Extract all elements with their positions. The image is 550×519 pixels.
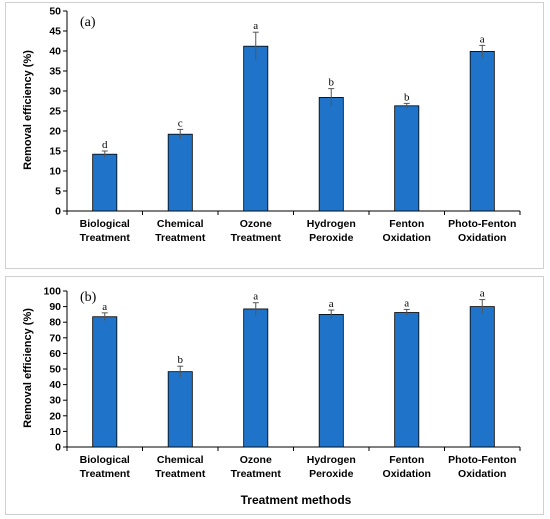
panel-a-significance-letter: b: [404, 91, 410, 103]
panel-b-frame: [5, 276, 544, 515]
panel-a-category-label-line: Fenton: [389, 218, 424, 230]
panel-b-category-label-line: Hydrogen: [307, 454, 356, 466]
panel-a-category-label-line: Biological: [80, 218, 130, 230]
panel-a-y-tick-label: 10: [49, 166, 61, 178]
panel-b-significance-letter: a: [102, 301, 107, 313]
panel-a-y-tick-label: 0: [55, 206, 61, 218]
panel-b-y-tick-label: 10: [49, 426, 61, 438]
panel-a-y-tick-label: 50: [49, 6, 61, 18]
panel-a-category-label-line: Treatment: [80, 232, 131, 244]
x-axis-title: Treatment methods: [241, 493, 352, 507]
panel-a-bar: [243, 45, 269, 212]
panel-b-significance-letter: b: [178, 354, 184, 366]
panel-a-y-tick-label: 5: [55, 186, 61, 198]
panel-b-y-tick-label: 80: [49, 317, 61, 329]
panel-a-y-axis-title: Removal efficiency (%): [22, 50, 34, 170]
panel-b-category-label-line: Biological: [80, 454, 130, 466]
panel-b-category-label-line: Treatment: [231, 468, 282, 480]
panel-b-y-tick-label: 90: [49, 301, 61, 313]
panel-a-category-label: Photo-Fenton Oxidation: [448, 218, 516, 244]
panel-a-y-tick-label: 40: [49, 46, 61, 58]
panel-b-category-label-line: Fenton: [389, 454, 424, 466]
panel-a-category-label-line: Oxidation: [383, 232, 431, 244]
panel-b-category-label: Chemical Treatment: [155, 454, 206, 480]
panel-b-bar: [243, 308, 269, 448]
panel-a-y-tick-label: 15: [49, 146, 61, 158]
panel-b-label: (b): [80, 290, 97, 305]
panel-b-category-label-line: Oxidation: [383, 468, 431, 480]
panel-a-category-label-line: Treatment: [231, 232, 282, 244]
panel-b-category-label: Biological Treatment: [80, 454, 131, 480]
panel-b-significance-letter: a: [253, 291, 258, 303]
panel-b-bar: [167, 371, 193, 448]
panel-b-category-label-line: Ozone: [240, 454, 272, 466]
panel-a-y-tick-label: 20: [49, 126, 61, 138]
panel-a-significance-letter: b: [329, 77, 335, 89]
panel-b-y-tick-label: 50: [49, 364, 61, 376]
panel-a-y-tick-label: 45: [49, 26, 61, 38]
panel-b-bar: [394, 312, 420, 448]
panel-a-significance-letter: d: [102, 139, 108, 151]
panel-b-category-label-line: Peroxide: [309, 468, 354, 480]
panel-b-y-tick-label: 0: [55, 442, 61, 454]
panel-b-bar: [318, 313, 344, 448]
panel-b-y-tick-label: 100: [43, 286, 61, 298]
panel-a-y-tick-label: 25: [49, 106, 61, 118]
panel-b-category-label-line: Treatment: [155, 468, 206, 480]
panel-a-bar: [394, 105, 420, 212]
panel-a-category-label: Biological Treatment: [80, 218, 131, 244]
panel-a-bar: [469, 51, 495, 212]
panel-a-frame: [5, 2, 544, 269]
panel-b-category-label: Hydrogen Peroxide: [307, 454, 356, 480]
panel-a-bar: [318, 97, 344, 212]
panel-a-bar: [167, 133, 193, 212]
panel-b-bar: [469, 306, 495, 448]
panel-a-category-label: Hydrogen Peroxide: [307, 218, 356, 244]
panel-b-significance-letter: a: [404, 297, 409, 309]
panel-b-significance-letter: a: [329, 298, 334, 310]
panel-a-category-label-line: Ozone: [240, 218, 272, 230]
panel-a-category-label-line: Chemical: [157, 218, 204, 230]
panel-a-y-tick-label: 35: [49, 66, 61, 78]
panel-b-y-tick-label: 40: [49, 379, 61, 391]
panel-b-category-label-line: Photo-Fenton: [448, 454, 516, 466]
panel-b-plot: 0 10 20 30 40 50 60 70 80 90 100 a Biological Treatme…: [43, 286, 521, 480]
panel-b-category-label: Fenton Oxidation: [383, 454, 431, 480]
panel-a-significance-letter: c: [178, 117, 183, 129]
panel-a-category-label-line: Peroxide: [309, 232, 354, 244]
panel-b-category-label-line: Oxidation: [458, 468, 506, 480]
panel-b-y-tick-label: 20: [49, 410, 61, 422]
panel-a-category-label-line: Hydrogen: [307, 218, 356, 230]
panel-a-significance-letter: a: [253, 20, 258, 32]
panel-b-y-axis-title: Removal efficiency (%): [22, 308, 34, 428]
panel-b-category-label: Ozone Treatment: [231, 454, 282, 480]
panel-b-category-label-line: Chemical: [157, 454, 204, 466]
panel-a-category-label: Chemical Treatment: [155, 218, 206, 244]
panel-a-y-tick-label: 30: [49, 86, 61, 98]
panel-b-category-label-line: Treatment: [80, 468, 131, 480]
panel-a-category-label-line: Photo-Fenton: [448, 218, 516, 230]
panel-b-bar: [92, 316, 118, 448]
panel-b-category-label: Photo-Fenton Oxidation: [448, 454, 516, 480]
panel-a-category-label: Fenton Oxidation: [383, 218, 431, 244]
panel-a-category-label: Ozone Treatment: [231, 218, 282, 244]
panel-b-y-tick-label: 70: [49, 332, 61, 344]
panel-b-y-tick-label: 60: [49, 348, 61, 360]
panel-a-significance-letter: a: [480, 33, 485, 45]
panel-a-plot: 0 5 10 15 20 25 30 35 40 45 50 d Biological Treatment…: [49, 6, 521, 244]
panel-a-bar: [92, 153, 118, 212]
panel-b-significance-letter: a: [480, 288, 485, 300]
panel-a-label: (a): [80, 15, 96, 30]
panel-a-category-label-line: Treatment: [155, 232, 206, 244]
panel-a-category-label-line: Oxidation: [458, 232, 506, 244]
panel-b-y-tick-label: 30: [49, 395, 61, 407]
